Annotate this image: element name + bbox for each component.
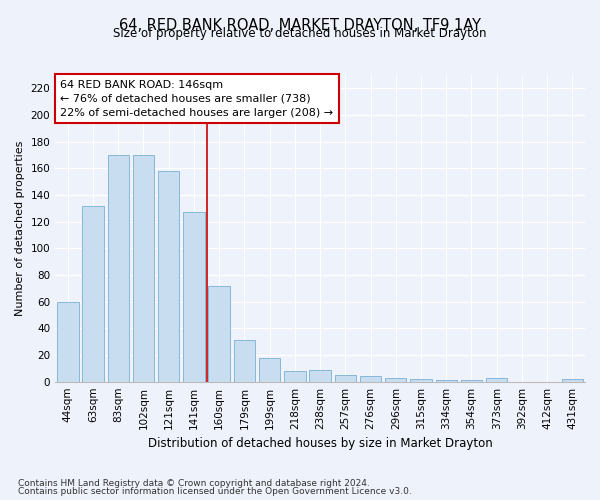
Bar [233, 340, 255, 382]
Bar [158, 171, 179, 382]
Bar [57, 302, 79, 382]
Bar [410, 379, 432, 382]
Bar [107, 155, 129, 382]
Bar [461, 380, 482, 382]
Bar [436, 380, 457, 382]
Bar [259, 358, 280, 382]
Bar [208, 286, 230, 382]
Y-axis label: Number of detached properties: Number of detached properties [15, 140, 25, 316]
Bar [335, 375, 356, 382]
Bar [486, 378, 508, 382]
X-axis label: Distribution of detached houses by size in Market Drayton: Distribution of detached houses by size … [148, 437, 493, 450]
Bar [183, 212, 205, 382]
Text: Contains HM Land Registry data © Crown copyright and database right 2024.: Contains HM Land Registry data © Crown c… [18, 478, 370, 488]
Bar [360, 376, 381, 382]
Text: Contains public sector information licensed under the Open Government Licence v3: Contains public sector information licen… [18, 487, 412, 496]
Bar [310, 370, 331, 382]
Bar [562, 379, 583, 382]
Text: Size of property relative to detached houses in Market Drayton: Size of property relative to detached ho… [113, 28, 487, 40]
Bar [82, 206, 104, 382]
Text: 64, RED BANK ROAD, MARKET DRAYTON, TF9 1AY: 64, RED BANK ROAD, MARKET DRAYTON, TF9 1… [119, 18, 481, 32]
Bar [284, 371, 305, 382]
Text: 64 RED BANK ROAD: 146sqm
← 76% of detached houses are smaller (738)
22% of semi-: 64 RED BANK ROAD: 146sqm ← 76% of detach… [61, 80, 334, 118]
Bar [385, 378, 406, 382]
Bar [133, 155, 154, 382]
